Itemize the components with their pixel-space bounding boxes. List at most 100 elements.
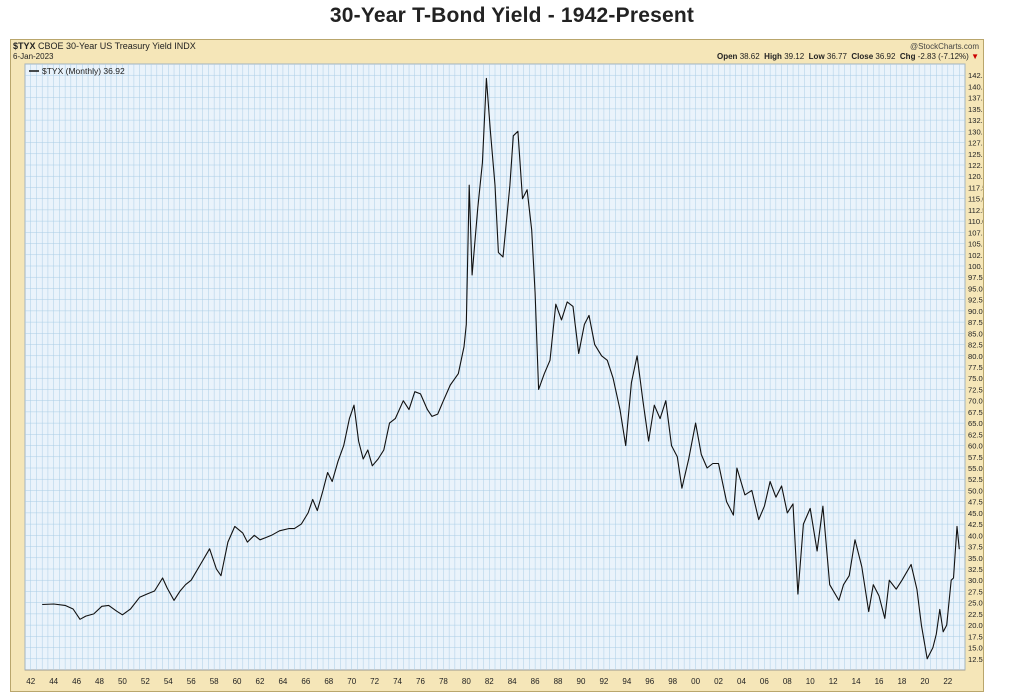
x-tick-label: 70	[347, 677, 356, 686]
y-tick-label: 85.0	[968, 329, 983, 338]
x-tick-label: 90	[577, 677, 586, 686]
y-tick-label: 122.5	[968, 161, 983, 170]
x-tick-label: 12	[829, 677, 838, 686]
close-value: 36.92	[875, 52, 896, 61]
x-tick-label: 04	[737, 677, 746, 686]
y-tick-label: 20.0	[968, 621, 983, 630]
x-tick-label: 14	[852, 677, 861, 686]
series-line-0	[42, 77, 960, 660]
x-tick-label: 68	[324, 677, 333, 686]
x-tick-label: 42	[26, 677, 35, 686]
x-tick-label: 54	[164, 677, 173, 686]
y-tick-label: 35.0	[968, 554, 983, 563]
x-tick-label: 98	[668, 677, 677, 686]
change-value: -2.83 (-7.12%)	[917, 52, 969, 61]
y-tick-label: 25.0	[968, 599, 983, 608]
x-tick-label: 92	[599, 677, 608, 686]
y-tick-label: 52.5	[968, 475, 983, 484]
x-tick-label: 08	[783, 677, 792, 686]
symbol-label: $TYX	[13, 41, 36, 51]
y-tick-label: 75.0	[968, 374, 983, 383]
y-tick-label: 27.5	[968, 587, 983, 596]
x-tick-label: 80	[462, 677, 471, 686]
y-tick-label: 97.5	[968, 273, 983, 282]
x-tick-label: 00	[691, 677, 700, 686]
y-tick-label: 12.5	[968, 655, 983, 664]
y-tick-label: 102.5	[968, 251, 983, 260]
y-tick-label: 140.0	[968, 82, 983, 91]
open-value: 38.62	[739, 52, 760, 61]
x-tick-label: 66	[301, 677, 310, 686]
y-tick-label: 57.5	[968, 453, 983, 462]
x-tick-label: 44	[49, 677, 58, 686]
y-tick-label: 17.5	[968, 632, 983, 641]
source-label: @StockCharts.com	[909, 42, 979, 51]
x-tick-label: 88	[554, 677, 563, 686]
chart-svg: 12.5 15.0 17.5 20.0 22.5 25.0 27.5 30.0 32.5 35.0…	[24, 63, 983, 686]
y-tick-label: 125.0	[968, 150, 983, 159]
y-tick-label: 90.0	[968, 307, 983, 316]
y-tick-label: 100.0	[968, 262, 983, 271]
y-tick-label: 55.0	[968, 464, 983, 473]
y-tick-label: 110.0	[968, 217, 983, 226]
x-tick-label: 60	[233, 677, 242, 686]
y-tick-label: 40.0	[968, 531, 983, 540]
x-tick-label: 74	[393, 677, 402, 686]
y-tick-label: 87.5	[968, 318, 983, 327]
x-tick-label: 84	[508, 677, 517, 686]
y-tick-label: 67.5	[968, 408, 983, 417]
x-tick-label: 02	[714, 677, 723, 686]
y-tick-label: 135.0	[968, 105, 983, 114]
x-tick-label: 82	[485, 677, 494, 686]
y-tick-label: 130.0	[968, 127, 983, 136]
x-tick-label: 22	[943, 677, 952, 686]
y-tick-label: 50.0	[968, 486, 983, 495]
x-tick-label: 16	[875, 677, 884, 686]
x-tick-label: 58	[210, 677, 219, 686]
y-tick-label: 120.0	[968, 172, 983, 181]
y-tick-label: 117.5	[968, 183, 983, 192]
y-tick-label: 107.5	[968, 228, 983, 237]
x-tick-label: 20	[920, 677, 929, 686]
x-tick-label: 18	[897, 677, 906, 686]
x-tick-label: 72	[370, 677, 379, 686]
symbol-header: $TYX CBOE 30-Year US Treasury Yield INDX	[13, 41, 196, 51]
x-tick-label: 62	[256, 677, 265, 686]
x-tick-label: 76	[416, 677, 425, 686]
y-tick-label: 45.0	[968, 509, 983, 518]
y-tick-label: 105.0	[968, 240, 983, 249]
x-tick-label: 96	[645, 677, 654, 686]
y-tick-label: 112.5	[968, 206, 983, 215]
y-tick-label: 62.5	[968, 430, 983, 439]
y-tick-label: 42.5	[968, 520, 983, 529]
y-tick-label: 47.5	[968, 498, 983, 507]
page-title: 30-Year T-Bond Yield - 1942-Present	[329, 4, 695, 27]
x-tick-label: 48	[95, 677, 104, 686]
x-tick-label: 56	[187, 677, 196, 686]
y-tick-label: 72.5	[968, 385, 983, 394]
x-tick-label: 50	[118, 677, 127, 686]
ohlc-readout: Open 38.62 High 39.12 Low 36.77 Close 36…	[717, 52, 979, 61]
x-tick-label: 06	[760, 677, 769, 686]
y-tick-label: 77.5	[968, 363, 983, 372]
down-arrow-icon: ▼	[971, 52, 979, 61]
y-tick-label: 65.0	[968, 419, 983, 428]
y-tick-label: 60.0	[968, 442, 983, 451]
y-tick-label: 95.0	[968, 284, 983, 293]
y-tick-label: 92.5	[968, 296, 983, 305]
x-tick-label: 64	[278, 677, 287, 686]
y-tick-label: 70.0	[968, 397, 983, 406]
y-tick-label: 127.5	[968, 139, 983, 148]
y-tick-label: 82.5	[968, 341, 983, 350]
y-tick-label: 32.5	[968, 565, 983, 574]
y-tick-label: 15.0	[968, 644, 983, 653]
high-value: 39.12	[784, 52, 805, 61]
x-tick-label: 46	[72, 677, 81, 686]
chart-frame: $TYX CBOE 30-Year US Treasury Yield INDX…	[10, 39, 984, 692]
legend-label: $TYX (Monthly) 36.92	[42, 66, 125, 76]
x-tick-label: 94	[622, 677, 631, 686]
y-tick-label: 37.5	[968, 543, 983, 552]
y-tick-label: 80.0	[968, 352, 983, 361]
y-tick-label: 22.5	[968, 610, 983, 619]
x-tick-label: 86	[531, 677, 540, 686]
